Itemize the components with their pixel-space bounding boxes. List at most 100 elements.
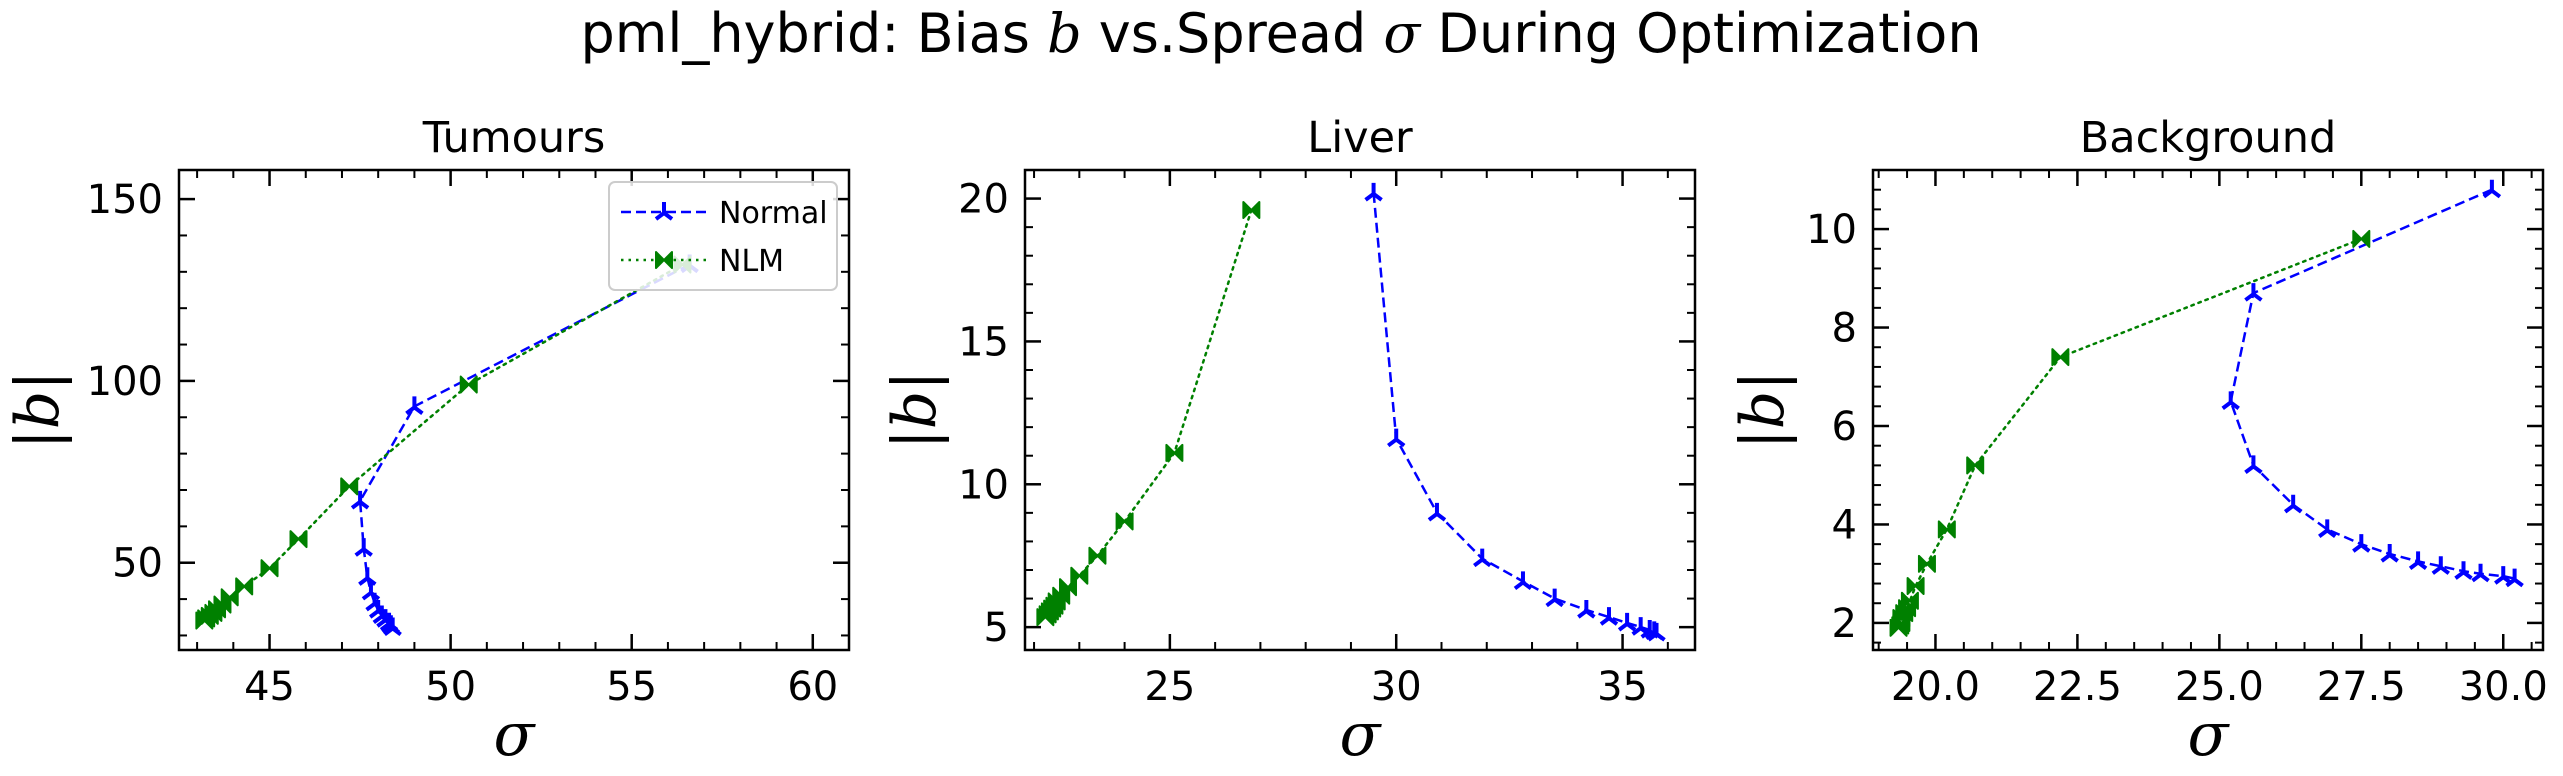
y-tick-label: 6 <box>1832 404 1857 450</box>
figure-title: pml_hybrid: Bias b vs.Spread σ During Op… <box>580 2 1981 65</box>
marker-nlm <box>289 530 308 549</box>
x-tick-label: 50 <box>425 664 476 710</box>
marker-normal <box>2221 391 2240 410</box>
marker-nlm <box>1889 618 1908 637</box>
x-tick-label: 22.5 <box>2033 664 2122 710</box>
y-tick-label: 8 <box>1832 306 1857 352</box>
marker-nlm <box>1937 520 1956 539</box>
marker-normal <box>383 617 402 637</box>
marker-normal <box>1617 612 1637 632</box>
title-mid: vs.Spread <box>1082 2 1384 65</box>
marker-nlm <box>1115 512 1134 531</box>
series-line-normal <box>2229 188 2515 580</box>
y-tick-label: 5 <box>984 605 1009 651</box>
marker-normal <box>1577 600 1596 619</box>
marker-normal <box>2431 556 2450 575</box>
x-tick-label: 30 <box>1371 664 1422 710</box>
x-tick-label: 27.5 <box>2317 664 2406 710</box>
title-prefix: pml_hybrid: Bias <box>580 2 1047 65</box>
y-tick-label: 10 <box>1806 207 1857 253</box>
marker-normal <box>2471 563 2490 583</box>
marker-normal <box>1599 607 1619 626</box>
x-axis-label-liver: σ <box>1340 700 1383 770</box>
marker-normal <box>1545 588 1564 608</box>
plot-area-liver <box>1025 170 1695 650</box>
marker-nlm <box>195 611 214 630</box>
y-axis-label-liver: |b| <box>880 371 950 450</box>
marker-normal <box>2380 544 2399 563</box>
marker-normal <box>2352 534 2371 553</box>
marker-normal <box>2454 561 2473 580</box>
title-suffix: During Optimization <box>1420 2 1981 65</box>
y-tick-label: 150 <box>87 177 163 223</box>
marker-normal <box>1364 182 1383 202</box>
y-axis-label-tumours: |b| <box>3 371 73 450</box>
marker-nlm <box>1242 201 1261 219</box>
marker-nlm <box>1036 608 1055 627</box>
series-layer-background <box>1889 179 2524 637</box>
marker-normal <box>405 396 424 415</box>
y-tick-label: 20 <box>958 177 1009 223</box>
x-tick-label: 55 <box>606 664 657 710</box>
y-axis-label-background: |b| <box>1728 371 1798 450</box>
panel-title-background: Background <box>2080 113 2337 163</box>
marker-nlm <box>1966 456 1985 475</box>
ticks-liver: 25 30 35 5 10 15 20 <box>958 169 1695 710</box>
legend: Normal NLM <box>608 181 838 291</box>
y-tick-label: 100 <box>87 359 163 405</box>
marker-nlm <box>1088 546 1107 565</box>
marker-normal <box>1647 622 1666 642</box>
x-tick-label: 25.0 <box>2175 664 2264 710</box>
axes-frame-liver <box>1023 168 1697 652</box>
x-tick-label: 20.0 <box>1891 664 1980 710</box>
marker-nlm <box>1917 554 1936 573</box>
ticks-tumours: 45 50 55 60 50 100 150 <box>87 170 850 710</box>
ticks-background: 20.0 22.5 25.0 27.5 30.0 2 4 6 8 10 <box>1806 169 2548 710</box>
marker-nlm <box>2352 229 2371 248</box>
marker-normal <box>2482 179 2502 199</box>
x-tick-label: 30.0 <box>2459 664 2548 710</box>
panel-title-tumours: Tumours <box>422 113 606 163</box>
legend-marker-nlm <box>655 251 673 269</box>
marker-normal <box>1387 428 1406 448</box>
marker-normal <box>2283 494 2303 514</box>
y-tick-label: 4 <box>1832 502 1857 548</box>
axes-frame-tumours <box>177 168 851 652</box>
y-tick-label: 15 <box>958 319 1009 365</box>
marker-nlm <box>235 577 254 596</box>
marker-normal <box>1427 502 1447 522</box>
marker-normal <box>2244 283 2263 302</box>
legend-label-normal: Normal <box>719 196 828 231</box>
marker-normal <box>2408 551 2428 570</box>
y-tick-label: 50 <box>112 541 163 587</box>
legend-marker-normal <box>654 202 674 221</box>
title-sigma: σ <box>1383 2 1422 65</box>
marker-nlm <box>1059 578 1078 597</box>
marker-nlm <box>340 477 359 496</box>
plot-area-background <box>1873 170 2543 650</box>
legend-label-nlm: NLM <box>719 244 784 279</box>
marker-nlm <box>1906 577 1925 595</box>
series-layer-tumours <box>195 254 699 637</box>
axes-frame-background <box>1871 168 2545 652</box>
marker-normal <box>2318 519 2337 538</box>
x-tick-label: 35 <box>1597 664 1648 710</box>
marker-normal <box>1473 548 1492 568</box>
x-tick-label: 25 <box>1144 664 1195 710</box>
series-layer-liver <box>1036 182 1666 642</box>
y-tick-label: 2 <box>1832 601 1857 647</box>
marker-normal <box>2505 568 2524 588</box>
x-axis-label-background: σ <box>2188 700 2231 770</box>
title-b: b <box>1047 2 1082 65</box>
marker-nlm <box>459 375 478 394</box>
marker-nlm <box>2051 348 2070 367</box>
x-axis-label-tumours: σ <box>494 700 537 770</box>
y-tick-label: 10 <box>958 462 1009 508</box>
x-tick-label: 60 <box>787 664 838 710</box>
panel-title-liver: Liver <box>1307 113 1413 163</box>
marker-normal <box>354 538 373 557</box>
marker-nlm <box>260 559 279 578</box>
marker-normal <box>358 567 377 586</box>
